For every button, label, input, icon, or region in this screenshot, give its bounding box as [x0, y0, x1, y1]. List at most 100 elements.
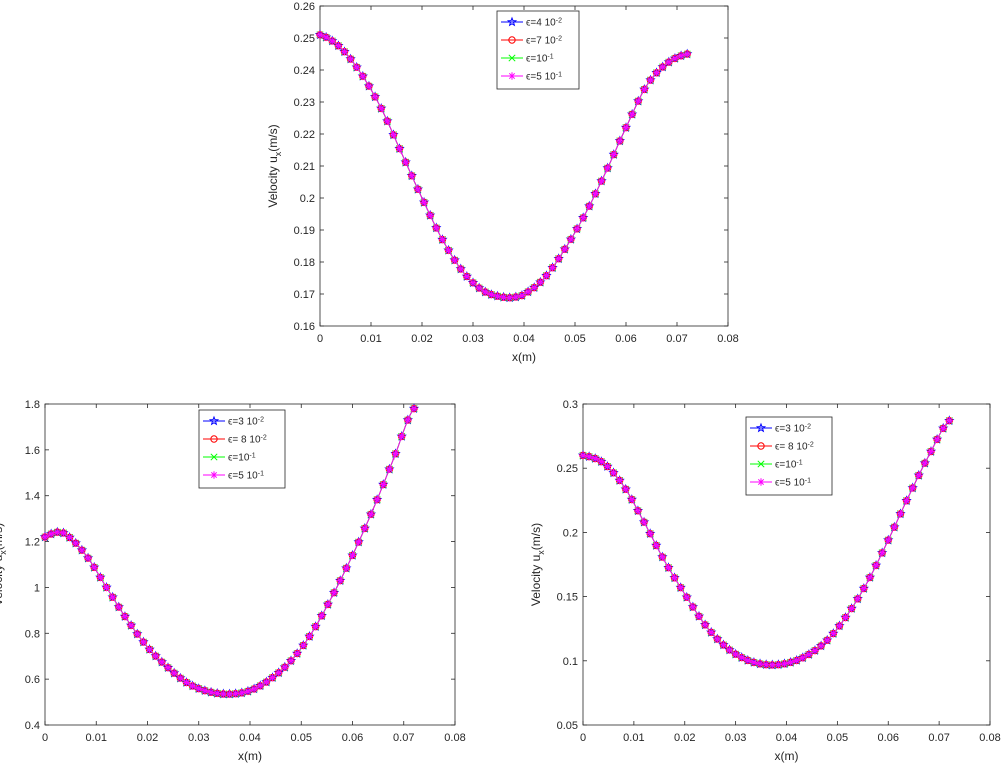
- x-tick-label: 0.03: [462, 333, 483, 345]
- asterisk-marker: [591, 454, 600, 463]
- asterisk-marker: [798, 654, 807, 662]
- asterisk-marker: [481, 288, 490, 296]
- data-point: [724, 645, 727, 648]
- data-point: [846, 613, 849, 616]
- asterisk-marker: [59, 529, 68, 537]
- x-tick-label: 0.05: [564, 333, 585, 345]
- asterisk-marker: [108, 593, 117, 602]
- asterisk-marker: [792, 656, 801, 665]
- asterisk-marker: [328, 37, 337, 45]
- data-point: [867, 580, 869, 582]
- asterisk-marker: [71, 539, 80, 547]
- asterisk-marker: [878, 549, 886, 557]
- asterisk-marker: [182, 678, 191, 687]
- asterisk-marker: [695, 612, 703, 621]
- chart-bottom-left: 0 0.01 0.02 0.03 0.04 0.05 0.06 0.07 0.08 0.4 0.6 0…: [0, 399, 466, 763]
- data-point: [372, 508, 374, 511]
- data-point: [645, 85, 648, 87]
- x-tick-label: 0.04: [513, 333, 534, 345]
- asterisk-marker: [676, 583, 685, 592]
- y-tick-label: 0.16: [294, 321, 315, 333]
- asterisk-marker: [677, 51, 685, 60]
- asterisk-marker: [201, 686, 209, 695]
- asterisk-marker: [170, 669, 178, 677]
- legend-label: ϵ=7 10-2: [526, 36, 562, 47]
- y-axis-label-main: Velocity u: [266, 156, 280, 207]
- y-tick-label: 0.15: [557, 592, 578, 604]
- legend-label-exponent: -1: [547, 54, 553, 61]
- asterisk-marker: [774, 660, 783, 669]
- asterisk-marker: [670, 574, 679, 582]
- legend-label-exponent: -1: [249, 453, 255, 460]
- asterisk-marker: [603, 164, 612, 172]
- y-tick-label: 0.22: [294, 129, 315, 141]
- asterisk-marker: [609, 150, 618, 159]
- data-point: [666, 62, 668, 65]
- data-point: [208, 690, 210, 693]
- asterisk-marker: [420, 198, 428, 207]
- y-axis-label-subscript: x: [273, 151, 283, 156]
- asterisk-marker: [268, 673, 277, 682]
- asterisk-marker: [250, 685, 258, 693]
- star-marker: [506, 16, 518, 27]
- asterisk-marker: [238, 689, 246, 697]
- asterisk-marker: [231, 689, 240, 698]
- data-point: [683, 593, 686, 595]
- asterisk-marker: [359, 72, 367, 81]
- asterisk-marker: [890, 523, 899, 531]
- asterisk-marker: [591, 190, 600, 198]
- legend-entry: ϵ=3 10-2: [750, 422, 811, 435]
- legend-label-exponent: -1: [805, 478, 811, 485]
- y-tick-label: 0.8: [25, 628, 40, 640]
- asterisk-marker: [244, 687, 252, 696]
- asterisk-marker: [508, 72, 516, 80]
- y-axis-label: Velocity ux(m/s): [266, 124, 283, 207]
- y-axis-label-unit: (m/s): [266, 124, 280, 151]
- asterisk-marker: [750, 658, 758, 667]
- legend-label-main: ϵ=5 10: [526, 72, 556, 83]
- asterisk-marker: [914, 471, 923, 480]
- asterisk-marker: [921, 459, 929, 467]
- y-tick-label: 0.24: [294, 65, 315, 77]
- asterisk-marker: [84, 554, 92, 562]
- data-point: [582, 454, 584, 457]
- asterisk-marker: [47, 530, 55, 538]
- asterisk-marker: [463, 272, 471, 281]
- data-point: [643, 521, 645, 523]
- y-tick-label: 1.4: [25, 491, 40, 503]
- legend-label-exponent: -1: [796, 460, 802, 467]
- asterisk-marker: [361, 524, 369, 533]
- asterisk-marker: [725, 646, 734, 654]
- legend-entry: ϵ= 8 10-2: [750, 442, 814, 453]
- asterisk-marker: [646, 529, 654, 538]
- y-tick-label: 1: [34, 582, 40, 594]
- data-point: [745, 658, 747, 661]
- y-tick-label: 0.25: [557, 463, 578, 475]
- data-point: [54, 531, 57, 534]
- asterisk-marker: [371, 93, 379, 101]
- asterisk-marker: [340, 47, 349, 56]
- star-marker: [208, 415, 220, 426]
- asterisk-marker: [652, 541, 661, 550]
- data-point: [351, 554, 354, 557]
- legend-label-main: ϵ=5 10: [775, 478, 805, 489]
- asterisk-marker: [835, 622, 844, 630]
- asterisk-marker: [90, 563, 98, 572]
- asterisk-marker: [475, 284, 483, 292]
- asterisk-marker: [524, 288, 532, 296]
- asterisk-marker: [597, 457, 606, 466]
- data-point: [826, 639, 828, 642]
- x-tick-label: 0.07: [666, 333, 687, 345]
- legend-label-main: ϵ= 8 10: [228, 435, 261, 446]
- data-point: [663, 559, 666, 562]
- asterisk-marker: [207, 688, 215, 697]
- x-tick-label: 0: [580, 732, 586, 744]
- asterisk-marker: [597, 177, 606, 185]
- data-point: [482, 290, 485, 292]
- asterisk-marker: [414, 185, 422, 194]
- asterisk-marker: [658, 63, 667, 71]
- y-axis-label-main: Velocity u: [0, 555, 5, 606]
- asterisk-marker: [933, 435, 941, 444]
- y-axis-label-subscript: x: [0, 550, 8, 555]
